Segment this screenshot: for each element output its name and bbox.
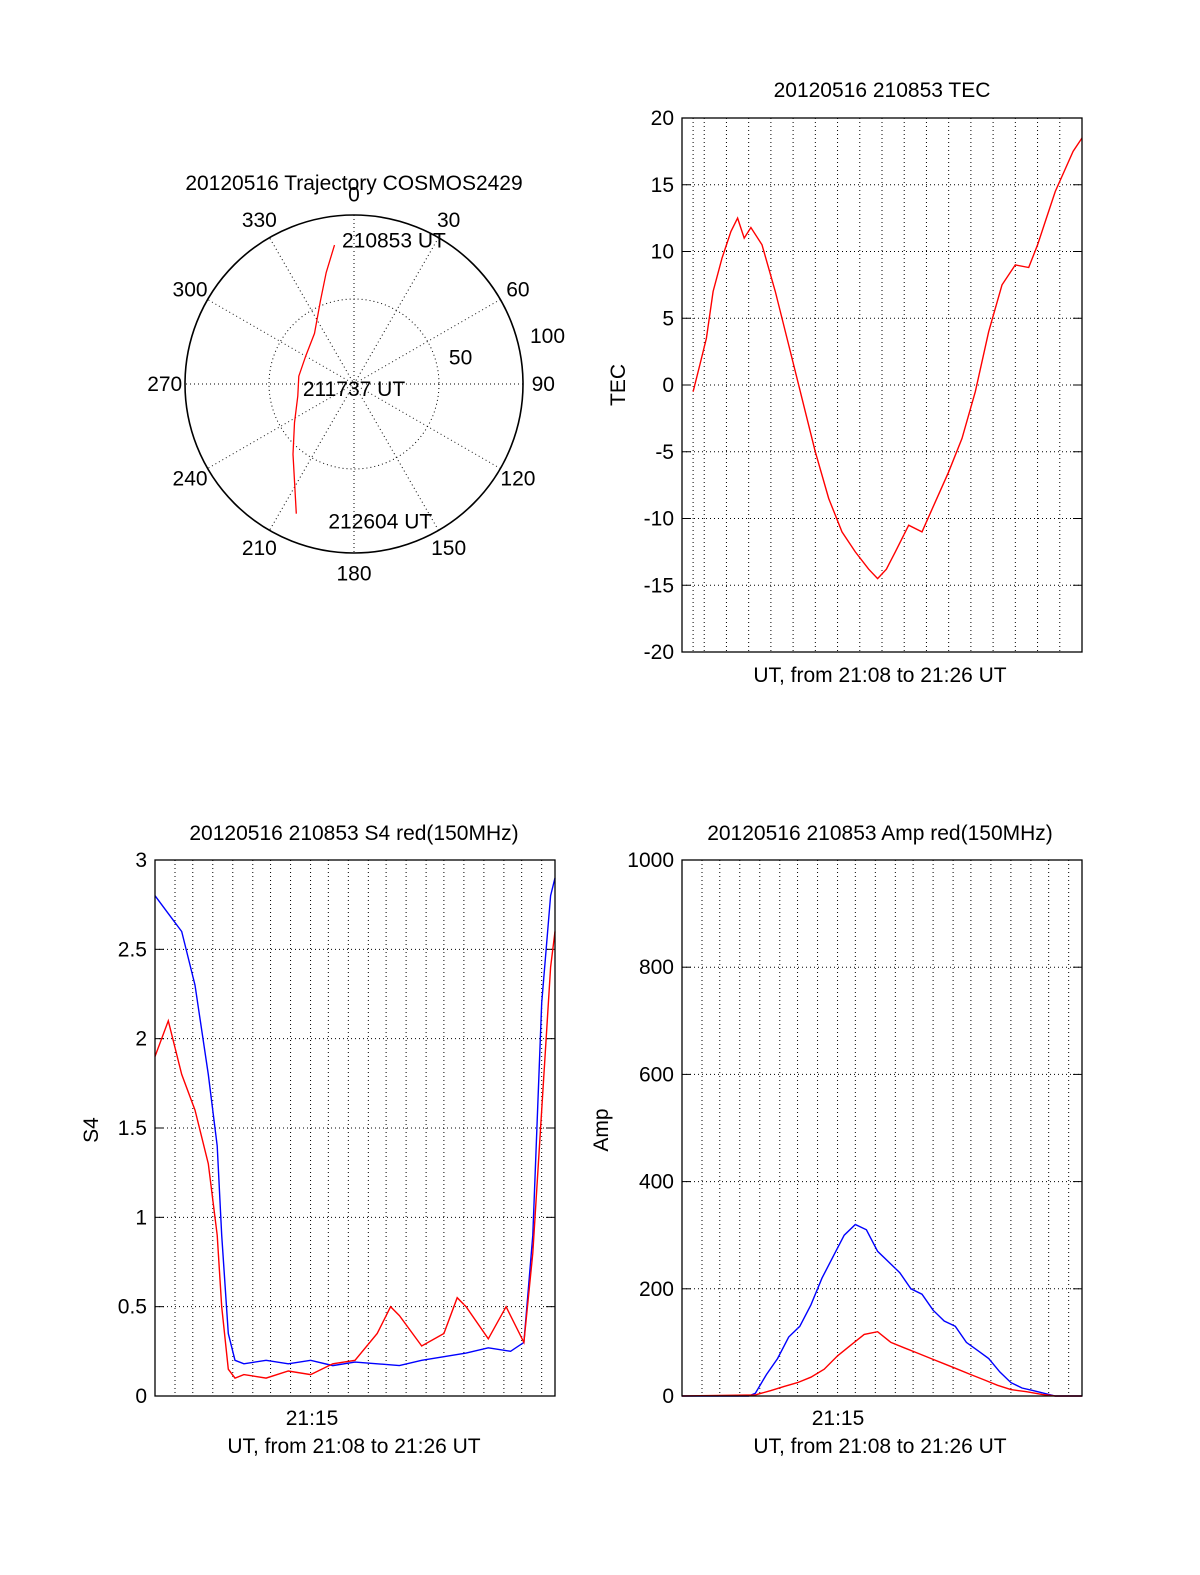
p2-series-TEC [692, 137, 1083, 580]
trajectory-polar-plot: 20120516 Trajectory COSMOS2429 0 30 60 90 12… [147, 172, 565, 585]
polar-angle-label-30: 30 [437, 209, 460, 232]
p4-ytick-label-5: 1000 [627, 849, 674, 872]
p4-ytick-label-2: 400 [639, 1171, 674, 1194]
polar-angle-label-150: 150 [431, 537, 466, 560]
p2-ytick-label-4: 0 [662, 374, 674, 397]
polar-angle-label-180: 180 [336, 562, 371, 585]
p2-ytick-label-5: 5 [662, 307, 674, 330]
s4-xlabel: UT, from 21:08 to 21:26 UT [227, 1435, 480, 1458]
p4-ytick-label-4: 800 [639, 956, 674, 979]
polar-radial-label-50: 50 [449, 346, 472, 369]
tec-plot-frame [681, 117, 1083, 653]
polar-angle-label-240: 240 [173, 468, 208, 491]
amp-gridlines [682, 860, 1082, 1396]
tec-gridlines [682, 118, 1082, 652]
p3-ytick-label-0: 0 [135, 1385, 147, 1408]
amp-series [681, 1223, 1082, 1397]
p4-ytick-label-0: 0 [662, 1385, 674, 1408]
s4-ylabel: S4 [80, 1117, 103, 1143]
polar-radial-labels: 50 100 [449, 325, 565, 370]
p3-ytick-label-2: 1 [135, 1206, 147, 1229]
s4-gridlines [155, 860, 555, 1396]
p3-series-red [154, 931, 556, 1379]
polar-angle-labels: 0 30 60 90 120 150 180 210 240 270 300 330 [147, 184, 555, 586]
tec-y-ticks: -20 -15 -10 -5 0 5 10 15 20 [644, 107, 1082, 664]
tec-xlabel: UT, from 21:08 to 21:26 UT [753, 664, 1006, 687]
polar-radial-label-100: 100 [530, 325, 565, 348]
p2-ytick-label-2: -10 [644, 508, 674, 531]
amp-xlabel: UT, from 21:08 to 21:26 UT [753, 1435, 1006, 1458]
polar-annotation-2: 211737 UT [303, 378, 406, 401]
polar-angle-label-210: 210 [242, 537, 277, 560]
p4-ytick-label-1: 200 [639, 1278, 674, 1301]
amp-plot-frame [681, 859, 1083, 1397]
polar-angle-label-90: 90 [532, 373, 555, 396]
polar-annotations: 210853 UT 211737 UT 212604 UT [303, 230, 446, 534]
amp-xtick-label: 21:15 [812, 1407, 865, 1430]
polar-angle-label-120: 120 [500, 468, 535, 491]
p3-ytick-label-3: 1.5 [118, 1117, 147, 1140]
p2-ytick-label-7: 15 [651, 174, 674, 197]
p2-ytick-label-3: -5 [655, 441, 674, 464]
s4-chart: 20120516 210853 S4 red(150MHz) 0 0.5 1 1.5 2… [80, 822, 556, 1458]
tec-series [692, 137, 1083, 580]
tec-title: 20120516 210853 TEC [774, 79, 991, 102]
p3-ytick-label-4: 2 [135, 1028, 147, 1051]
p3-ytick-label-1: 0.5 [118, 1296, 147, 1319]
tec-ylabel: TEC [607, 364, 630, 406]
p4-ytick-label-3: 600 [639, 1063, 674, 1086]
p2-ytick-label-8: 20 [651, 107, 674, 130]
p2-ytick-label-1: -15 [644, 574, 674, 597]
polar-annotation-3: 212604 UT [328, 511, 432, 534]
polar-angle-label-270: 270 [147, 373, 182, 396]
p4-series-red [681, 1330, 1082, 1397]
s4-series [154, 877, 556, 1379]
polar-annotation-1: 210853 UT [342, 230, 446, 253]
p2-ytick-label-0: -20 [644, 641, 674, 664]
s4-xtick-label: 21:15 [286, 1407, 339, 1430]
tec-chart: 20120516 210853 TEC -20-15-10-505101520 … [607, 79, 1083, 687]
polar-angle-label-300: 300 [173, 278, 208, 301]
amp-chart: 20120516 210853 Amp red(150MHz) 0 200 400 6… [590, 822, 1083, 1458]
s4-y-ticks: 0 0.5 1 1.5 2 2.5 3 [118, 849, 555, 1408]
p3-series-blue [154, 877, 556, 1367]
polar-spoke-150 [269, 237, 439, 531]
amp-ylabel: Amp [590, 1108, 613, 1151]
p3-ytick-label-6: 3 [135, 849, 147, 872]
trajectory-title: 20120516 Trajectory COSMOS2429 [185, 172, 522, 195]
polar-spokes [185, 215, 523, 553]
trajectory-series [292, 244, 336, 514]
p4-series-blue [682, 1223, 1082, 1397]
p3-ytick-label-5: 2.5 [118, 938, 147, 961]
polar-angle-label-60: 60 [506, 278, 529, 301]
polar-angle-label-0: 0 [348, 184, 360, 207]
amp-y-ticks: 0 200 400 600 800 1000 [627, 849, 1082, 1408]
polar-angle-label-330: 330 [242, 209, 277, 232]
amp-title: 20120516 210853 Amp red(150MHz) [707, 822, 1053, 845]
s4-plot-frame [154, 859, 556, 1397]
p2-ytick-label-6: 10 [651, 241, 674, 264]
s4-title: 20120516 210853 S4 red(150MHz) [189, 822, 518, 845]
